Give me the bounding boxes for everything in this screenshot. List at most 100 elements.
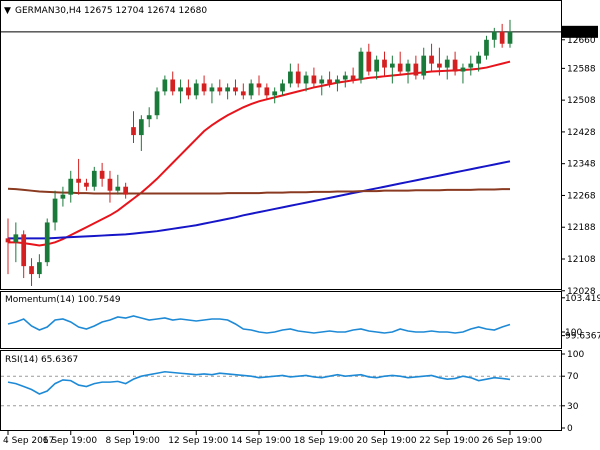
- time-tick-label: 12 Sep 19:00: [168, 436, 228, 446]
- candle-body: [499, 31, 505, 44]
- candle-body: [468, 63, 474, 68]
- price-tick-label: 12428: [567, 128, 596, 138]
- candle-body: [37, 262, 42, 275]
- candle-body: [382, 59, 387, 68]
- candle-body: [507, 31, 513, 44]
- price-tick-label: 12588: [567, 64, 596, 74]
- price-axis: 12660 12588 12508 12428 12348 12268 12188 12108…: [561, 36, 596, 297]
- price-tick-label: 12660: [567, 36, 596, 46]
- candle-body: [327, 79, 332, 84]
- rsi-panel-frame: [0, 350, 562, 431]
- candle-body: [295, 71, 301, 84]
- price-tick-label: 12508: [567, 96, 596, 106]
- time-tick-label: 14 Sep 19:00: [231, 436, 291, 446]
- rsi-line: [7, 370, 511, 395]
- candle-body: [460, 67, 466, 72]
- price-tick-label: 12268: [567, 191, 596, 201]
- momentum-tick-label: 99.6367: [565, 332, 600, 342]
- candle-body: [288, 71, 293, 84]
- time-tick-label: 4 Sep 2017: [3, 436, 54, 446]
- time-tick-label: 6 Sep 19:00: [43, 436, 98, 446]
- price-tick-label: 12028: [567, 287, 596, 297]
- candle-body: [350, 75, 356, 80]
- candle-body: [162, 79, 168, 92]
- candle-body: [366, 51, 372, 72]
- candle-body: [452, 59, 458, 72]
- candle-body: [437, 63, 442, 68]
- momentum-tick-label: 100: [565, 328, 582, 338]
- candle-body: [209, 87, 215, 92]
- candle-body: [99, 170, 105, 179]
- symbol-label: GERMAN30,H4: [15, 6, 82, 16]
- ohlc-readout: 12675 12704 12674 12680: [84, 6, 207, 16]
- candle-body: [225, 87, 230, 92]
- price-tick-label: 12108: [567, 255, 596, 265]
- momentum-tick-label: 103.4197: [565, 294, 600, 304]
- candle-body: [358, 51, 364, 80]
- rsi-tick-label: 100: [567, 350, 584, 360]
- price-panel-frame: [0, 0, 562, 290]
- candle-body: [484, 39, 489, 56]
- rsi-tick-label: 30: [567, 402, 579, 412]
- candle-body: [444, 59, 450, 68]
- candle-body: [476, 55, 481, 64]
- candle-body: [421, 55, 427, 76]
- momentum-title: Momentum(14) 100.7549: [5, 295, 121, 305]
- candle-body: [342, 75, 348, 80]
- candle-body: [264, 87, 270, 96]
- candle-body: [217, 87, 223, 92]
- candle-body: [303, 75, 309, 84]
- candle-body: [186, 87, 191, 96]
- symbol-menu-icon[interactable]: ▼: [4, 6, 11, 16]
- candle-body: [280, 83, 285, 92]
- sma-slow-line: [7, 187, 510, 195]
- candle-body: [389, 63, 395, 68]
- candle-body: [335, 79, 340, 84]
- candle-body: [178, 87, 183, 92]
- candle-body: [131, 127, 136, 136]
- candle-body: [405, 63, 411, 72]
- moving-averages: [7, 60, 511, 247]
- candle-body: [374, 59, 380, 72]
- candle-body: [248, 83, 254, 96]
- candle-body: [107, 178, 113, 191]
- candle-body: [91, 170, 97, 187]
- price-tick-label: 12188: [567, 223, 596, 233]
- time-tick-label: 22 Sep 19:00: [419, 436, 479, 446]
- sma-fast-line: [8, 60, 511, 247]
- candle-body: [115, 186, 121, 191]
- candle-body: [429, 55, 434, 64]
- momentum-line: [7, 315, 511, 334]
- candlesticks: [5, 19, 513, 286]
- candle-body: [154, 91, 160, 116]
- candle-body: [52, 198, 58, 223]
- candle-body: [170, 79, 176, 92]
- candle-body: [397, 63, 403, 72]
- candle-body: [193, 83, 199, 96]
- candle-body: [319, 79, 325, 84]
- candle-body: [123, 186, 129, 195]
- candle-body: [68, 178, 74, 195]
- candle-body: [413, 63, 419, 76]
- current-price-tag: [562, 25, 598, 38]
- rsi-tick-label: 0: [567, 424, 573, 434]
- candle-body: [21, 234, 27, 267]
- candle-body: [240, 91, 246, 96]
- candle-body: [76, 178, 81, 183]
- candle-body: [29, 266, 34, 275]
- candle-body: [311, 75, 317, 84]
- time-tick-label: 26 Sep 19:00: [482, 436, 542, 446]
- momentum-panel-frame: [0, 291, 562, 349]
- rsi-tick-label: 70: [567, 372, 579, 382]
- candle-body: [256, 83, 262, 88]
- rsi-title: RSI(14) 65.6367: [5, 355, 78, 365]
- candle-body: [491, 31, 497, 40]
- candle-body: [60, 194, 66, 199]
- candle-body: [233, 87, 238, 92]
- sma-mid-line: [8, 160, 511, 240]
- current-price-label: 12680: [565, 28, 594, 38]
- candle-body: [138, 119, 144, 136]
- time-tick-label: 20 Sep 19:00: [357, 436, 417, 446]
